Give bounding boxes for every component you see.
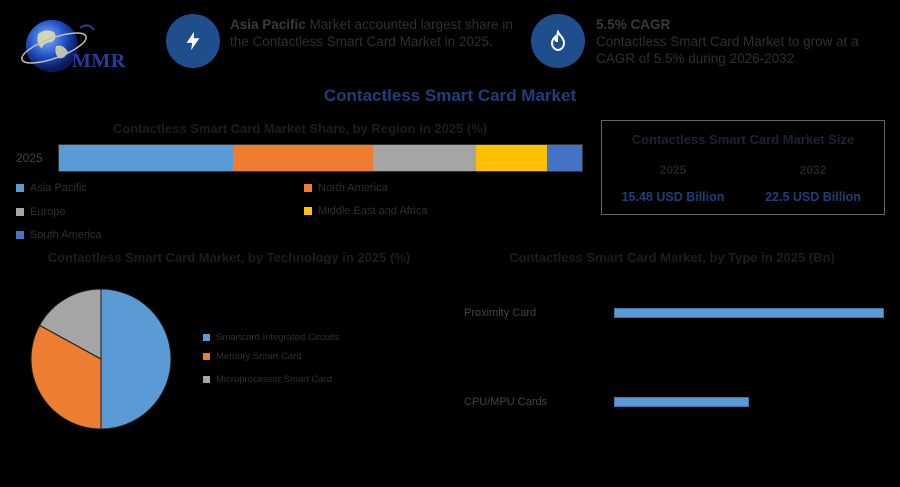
- pie-slice-microprocessor-smart-card: [38, 288, 102, 360]
- legend-label: Memory Smart Card: [216, 351, 302, 362]
- legend-europe: Europe: [16, 206, 65, 218]
- legend-smartcard-ic: Smartcard Integrated Circuits: [203, 332, 340, 343]
- type-label-cpu-mpu-cards: CPU/MPU Cards: [464, 396, 548, 408]
- legend-label: North America: [318, 182, 388, 194]
- technology-chart-title: Contactless Smart Card Market, by Techno…: [47, 250, 411, 265]
- legend-label: Asia Pacific: [30, 182, 87, 194]
- mmr-logo: [21, 20, 95, 72]
- market-size-title: Contactless Smart Card Market Size: [631, 132, 855, 147]
- type-label-proximity-card: Proximity Card: [464, 307, 537, 319]
- info-asia-pacific-text: Market accounted largest share in the Co…: [230, 17, 513, 49]
- legend-middle-east-africa: Middle East and Africa: [304, 205, 427, 217]
- region-year-label: 2025: [16, 151, 43, 165]
- legend-swatch: [203, 353, 210, 360]
- market-size-value-2032: 22.5 USD Billion: [765, 190, 861, 204]
- legend-swatch: [304, 207, 312, 215]
- info-cagr-bold: 5.5% CAGR: [596, 17, 671, 32]
- info-asia-pacific: Asia Pacific Market accounted largest sh…: [230, 16, 525, 50]
- bar-segment-north-america: [233, 145, 373, 171]
- pie-slice-memory-smart-card: [30, 324, 102, 430]
- legend-swatch: [203, 334, 210, 341]
- type-bar-proximity-card: [614, 308, 884, 318]
- legend-label: Middle East and Africa: [318, 205, 428, 217]
- bar-segment-asia-pacific: [59, 145, 234, 171]
- type-bar-cpu-mpu-cards: [614, 397, 749, 407]
- bar-segment-south-america: [546, 145, 582, 171]
- legend-north-america: North America: [304, 182, 388, 194]
- legend-south-america: South America: [16, 229, 102, 241]
- pie-slice-smartcard-integrated-circuits: [100, 288, 172, 430]
- page-title: Contactless Smart Card Market: [323, 86, 577, 105]
- bolt-icon: [166, 14, 220, 68]
- legend-microprocessor-smart-card: Microprocessor Smart Card: [203, 374, 332, 385]
- legend-memory-smart-card: Memory Smart Card: [203, 351, 302, 362]
- legend-asia-pacific: Asia Pacific: [16, 182, 87, 194]
- market-size-year-2025: 2025: [659, 163, 687, 177]
- flame-icon: [531, 14, 585, 68]
- region-chart-title: Contactless Smart Card Market Share, by …: [112, 121, 488, 136]
- legend-label: Microprocessor Smart Card: [216, 374, 333, 385]
- info-cagr: 5.5% CAGR Contactless Smart Card Market …: [596, 16, 886, 67]
- info-cagr-text: Contactless Smart Card Market to grow at…: [596, 34, 859, 66]
- legend-swatch: [304, 184, 312, 192]
- legend-swatch: [16, 231, 24, 239]
- bar-segment-europe: [372, 145, 477, 171]
- logo-text: MMR: [72, 50, 126, 72]
- legend-swatch: [16, 184, 24, 192]
- legend-swatch: [16, 208, 24, 216]
- market-size-value-2025: 15.48 USD Billion: [621, 190, 725, 204]
- region-stacked-bar: [58, 144, 583, 172]
- technology-pie-chart: [30, 288, 172, 430]
- market-size-box: Contactless Smart Card Market Size 2025 …: [601, 120, 885, 215]
- type-chart-title: Contactless Smart Card Market, by Type i…: [509, 250, 835, 265]
- legend-swatch: [203, 376, 210, 383]
- legend-label: South America: [30, 229, 102, 241]
- info-asia-pacific-bold: Asia Pacific: [230, 17, 306, 32]
- legend-label: Smartcard Integrated Circuits: [216, 332, 340, 343]
- market-size-year-2032: 2032: [799, 163, 827, 177]
- bar-segment-middle-east-africa: [476, 145, 547, 171]
- legend-label: Europe: [30, 206, 66, 218]
